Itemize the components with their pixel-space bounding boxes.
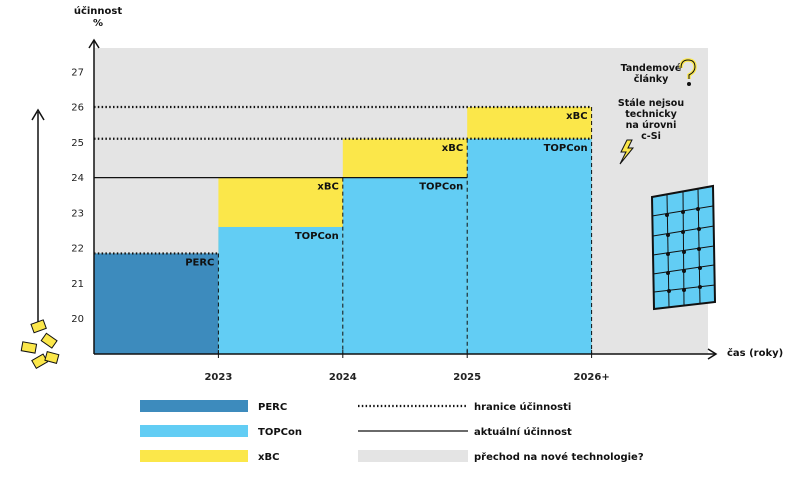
segment-label-4: xBC <box>442 143 463 154</box>
y-axis-arrow-icon <box>88 38 100 49</box>
lightning-icon <box>619 139 635 165</box>
legend-swatch-2 <box>140 450 248 462</box>
segment-label-1: TOPCon <box>295 231 339 242</box>
bar-topcon-3 <box>467 138 592 354</box>
rising-arrow-icon <box>31 108 45 330</box>
x-axis-arrow-icon <box>707 348 718 360</box>
axes-layer <box>88 38 718 360</box>
tandem-label-line-2: články <box>634 74 669 85</box>
legend: PERC TOPCon xBC hranice účinnosti aktuální ú… <box>140 400 644 463</box>
y-axis-title-line-1: účinnost <box>74 5 123 17</box>
x-tick-label-0: 2023 <box>204 372 232 383</box>
money-icon <box>20 319 60 370</box>
segment-label-6: xBC <box>566 111 587 122</box>
legend-item-1: TOPCon <box>140 425 302 438</box>
y-tick-label-21: 21 <box>71 279 84 290</box>
bars-layer <box>94 107 592 354</box>
legend-label-3: hranice účinnosti <box>474 401 571 413</box>
ticks-layer: 20 21 22 23 24 25 26 27 2023 2024 2025 2026+ <box>71 67 609 383</box>
y-tick-label-25: 25 <box>71 138 84 149</box>
y-axis-title-line-2: % <box>93 18 103 29</box>
solar-panel-icon <box>650 184 717 311</box>
bar-topcon-2 <box>342 177 468 354</box>
y-tick-label-23: 23 <box>71 208 84 219</box>
legend-swatch-5 <box>358 450 468 462</box>
note-line-2: technicky <box>625 109 677 120</box>
legend-swatch-0 <box>140 400 248 412</box>
y-tick-label-24: 24 <box>71 173 84 184</box>
x-tick-label-3: 2026+ <box>573 372 609 383</box>
y-tick-label-20: 20 <box>71 314 84 325</box>
x-tick-label-1: 2024 <box>329 372 357 383</box>
legend-item-2: xBC <box>140 450 279 463</box>
legend-item-5: přechod na nové technologie? <box>358 450 644 463</box>
y-tick-label-27: 27 <box>71 67 84 78</box>
x-axis-title: čas (roky) <box>727 347 783 359</box>
lines-layer <box>94 105 593 354</box>
bar-topcon-1 <box>218 226 343 354</box>
segment-labels-layer: PERC TOPCon xBC TOPCon xBC TOPCon xBC <box>185 111 587 268</box>
question-mark-icon <box>679 58 697 86</box>
legend-item-4: aktuální účinnost <box>358 426 572 438</box>
segment-label-3: TOPCon <box>419 182 463 193</box>
segment-label-5: TOPCon <box>544 143 588 154</box>
legend-label-1: TOPCon <box>258 427 302 438</box>
y-tick-label-26: 26 <box>71 103 84 114</box>
note-line-3: na úrovni <box>626 120 677 131</box>
segment-label-0: PERC <box>185 257 214 268</box>
legend-label-4: aktuální účinnost <box>474 426 572 438</box>
legend-label-0: PERC <box>258 402 287 413</box>
segment-label-2: xBC <box>317 182 338 193</box>
legend-label-2: xBC <box>258 452 279 463</box>
x-tick-label-2: 2025 <box>453 372 481 383</box>
legend-label-5: přechod na nové technologie? <box>474 451 644 463</box>
tandem-label-line-1: Tandemové <box>621 63 682 74</box>
legend-item-3: hranice účinnosti <box>358 401 571 413</box>
legend-item-0: PERC <box>140 400 287 413</box>
legend-swatch-1 <box>140 425 248 437</box>
note-line-4: c-Si <box>641 131 661 142</box>
bar-perc-0 <box>94 253 219 354</box>
note-line-1: Stále nejsou <box>618 98 684 109</box>
y-tick-label-22: 22 <box>71 244 84 255</box>
